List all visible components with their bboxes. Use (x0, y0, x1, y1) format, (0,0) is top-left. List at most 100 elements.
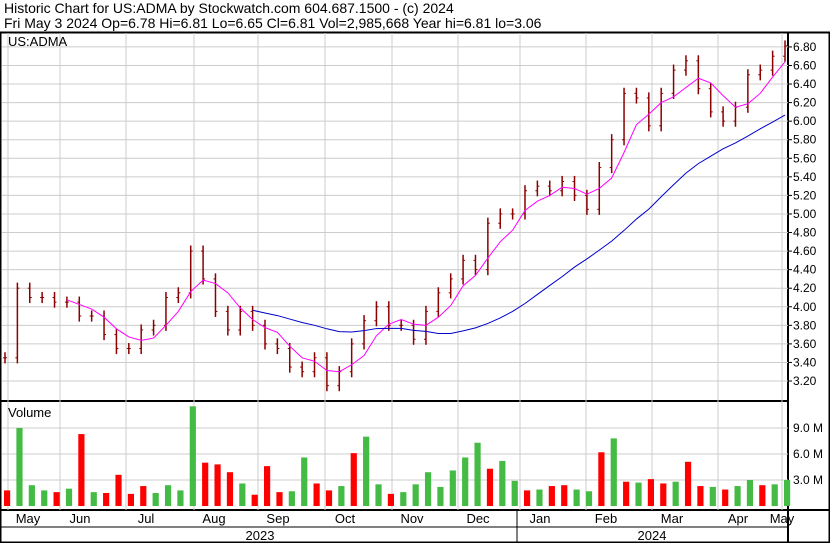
volume-bar (474, 442, 481, 506)
month-label: Mar (661, 511, 684, 526)
volume-bar (573, 489, 580, 506)
volume-bar (524, 490, 531, 506)
month-label: Jul (138, 511, 155, 526)
volume-bar (90, 492, 97, 506)
volume-bar (437, 486, 444, 506)
volume-bar (301, 457, 308, 506)
volume-bar (412, 484, 419, 506)
volume-bar (499, 460, 506, 506)
price-tick-label: 6.80 (793, 40, 817, 54)
month-label: Feb (595, 511, 617, 526)
price-tick-label: 5.00 (793, 207, 817, 221)
volume-bar (189, 406, 196, 506)
volume-bar (697, 486, 704, 506)
price-tick-label: 5.20 (793, 188, 817, 202)
volume-bar (78, 434, 85, 506)
volume-bar (709, 486, 716, 506)
volume-bar (152, 493, 159, 506)
volume-bar (635, 482, 642, 506)
month-label: May (16, 511, 41, 526)
volume-bar (400, 492, 407, 506)
volume-bar (486, 468, 494, 506)
price-tick-label: 4.40 (793, 263, 817, 277)
volume-bar (276, 492, 283, 506)
volume-bar (598, 452, 605, 506)
month-label: Apr (728, 511, 749, 526)
volume-bar (325, 490, 333, 506)
price-tick-label: 6.00 (793, 114, 817, 128)
volume-bar (226, 472, 234, 506)
price-tick-label: 4.20 (793, 281, 817, 295)
volume-bar (16, 428, 23, 506)
price-tick-label: 6.60 (793, 58, 817, 72)
volume-bar (561, 485, 568, 506)
volume-bar (759, 485, 766, 506)
price-tick-label: 5.40 (793, 170, 817, 184)
month-label: Jan (530, 511, 551, 526)
volume-bar (4, 490, 11, 506)
price-tick-label: 6.20 (793, 96, 817, 110)
volume-label: Volume (8, 405, 51, 420)
price-tick-label: 3.60 (793, 337, 817, 351)
month-label: Dec (466, 511, 490, 526)
volume-bar (771, 484, 778, 506)
volume-tick-label: 9.0 M (793, 421, 823, 435)
month-label: Nov (400, 511, 424, 526)
volume-bar (65, 488, 73, 506)
volume-bar (239, 483, 246, 506)
volume-bar (511, 480, 518, 506)
price-tick-label: 3.40 (793, 355, 817, 369)
volume-bar (214, 464, 221, 506)
chart-frame (0, 31, 830, 543)
volume-tick-label: 3.0 M (793, 473, 823, 487)
year-label: 2024 (638, 528, 667, 543)
month-label: Sep (266, 511, 289, 526)
volume-bar (313, 483, 320, 506)
moving-average-short (66, 61, 786, 373)
volume-bar (350, 453, 357, 506)
month-label: Jun (70, 511, 91, 526)
month-label: May (770, 511, 795, 526)
price-tick-label: 4.00 (793, 300, 817, 314)
volume-bar (449, 470, 456, 506)
volume-bar (536, 489, 543, 506)
volume-bar (288, 491, 295, 506)
volume-bar (387, 493, 394, 506)
volume-bar (140, 486, 147, 506)
volume-bar (202, 462, 209, 506)
month-label: Oct (335, 511, 356, 526)
quote-summary: Fri May 3 2024 Op=6.78 Hi=6.81 Lo=6.65 C… (4, 15, 542, 31)
volume-bar (784, 480, 791, 506)
year-label: 2023 (246, 528, 275, 543)
volume-bar (462, 457, 469, 506)
month-label: Aug (202, 511, 225, 526)
price-tick-label: 3.20 (793, 374, 817, 388)
volume-bar (548, 486, 555, 506)
volume-bar (375, 484, 382, 506)
volume-bar (264, 466, 271, 506)
volume-bar (424, 472, 432, 506)
volume-bar (53, 492, 60, 506)
volume-bar (647, 479, 654, 506)
symbol-label: US:ADMA (8, 34, 68, 49)
volume-bar (734, 486, 741, 506)
price-tick-label: 6.40 (793, 77, 817, 91)
volume-bar (684, 461, 692, 506)
volume-bar (28, 485, 35, 506)
volume-bar (672, 481, 679, 506)
volume-bar (363, 436, 370, 506)
volume-bar (127, 493, 134, 506)
volume-bar (41, 490, 48, 506)
price-tick-label: 4.60 (793, 244, 817, 258)
volume-bar (177, 490, 184, 506)
volume-bar (115, 474, 122, 506)
price-tick-label: 3.80 (793, 318, 817, 332)
volume-bar (103, 493, 110, 506)
volume-bar (746, 480, 754, 506)
volume-bar (338, 486, 345, 506)
volume-bar (660, 483, 667, 506)
volume-tick-label: 6.0 M (793, 447, 823, 461)
price-tick-label: 5.60 (793, 151, 817, 165)
moving-average-long (252, 114, 786, 334)
